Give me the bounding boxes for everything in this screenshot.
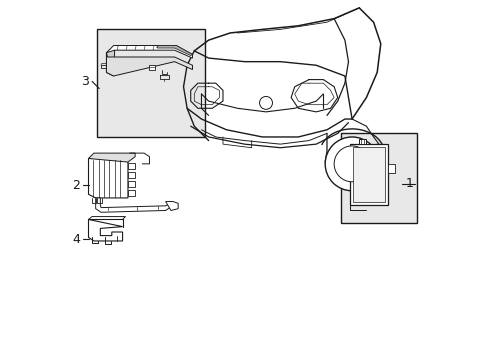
Polygon shape: [128, 172, 135, 178]
Polygon shape: [128, 190, 135, 196]
Polygon shape: [149, 65, 155, 69]
Polygon shape: [106, 45, 192, 58]
Polygon shape: [106, 50, 115, 76]
Text: 4: 4: [72, 233, 80, 246]
Circle shape: [259, 96, 272, 109]
Polygon shape: [358, 139, 366, 144]
Polygon shape: [88, 158, 128, 198]
Polygon shape: [156, 45, 192, 55]
Bar: [97, 30, 204, 137]
Bar: [341, 134, 416, 223]
Circle shape: [325, 137, 378, 191]
Bar: [352, 147, 384, 202]
Bar: [349, 144, 387, 205]
Text: 1: 1: [405, 177, 412, 190]
Polygon shape: [88, 220, 122, 241]
Polygon shape: [88, 153, 135, 162]
Text: 2: 2: [72, 179, 80, 192]
Polygon shape: [387, 164, 394, 173]
Polygon shape: [96, 198, 171, 212]
Polygon shape: [165, 202, 178, 211]
Polygon shape: [128, 163, 135, 169]
Text: 3: 3: [81, 75, 89, 88]
Circle shape: [333, 146, 369, 182]
Polygon shape: [106, 53, 192, 76]
Polygon shape: [128, 181, 135, 187]
